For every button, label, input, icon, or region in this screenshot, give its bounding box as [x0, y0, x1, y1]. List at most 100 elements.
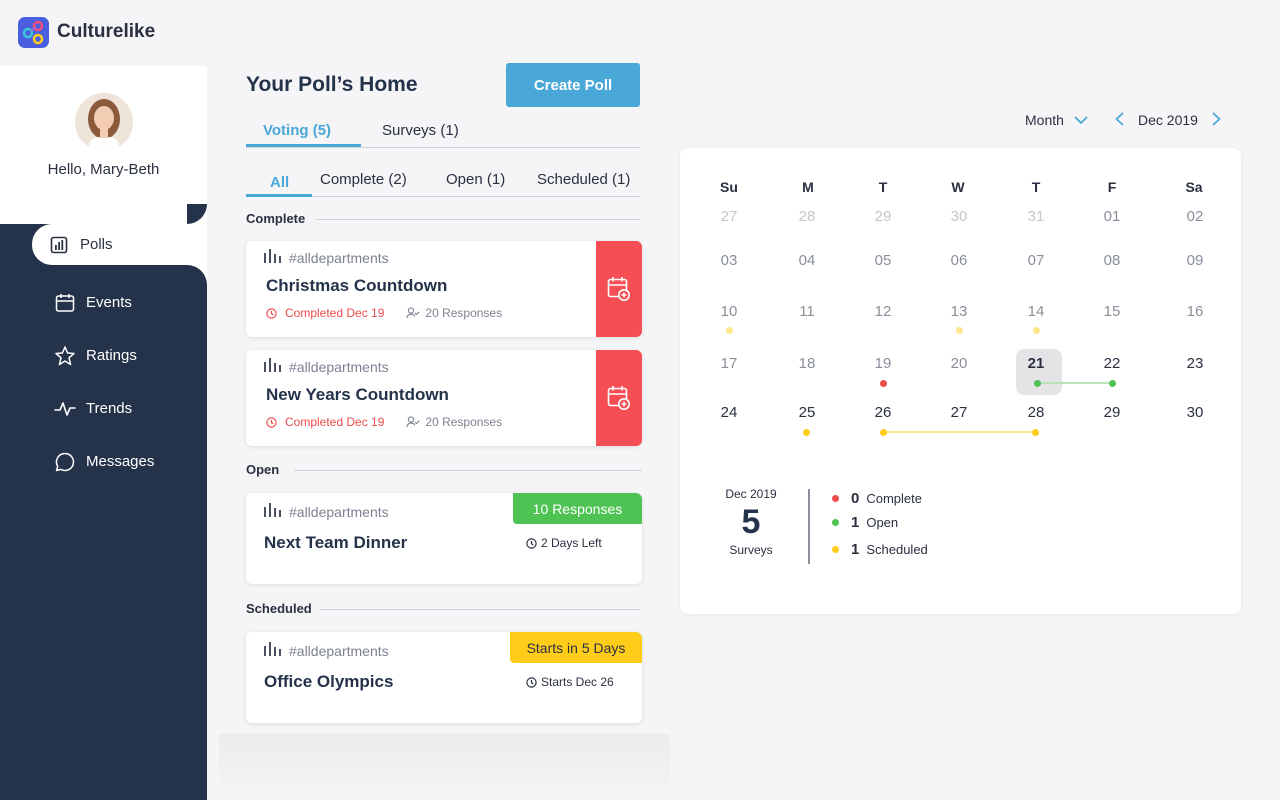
calendar-day[interactable]: 11	[799, 303, 815, 320]
weekday-header: T	[878, 179, 888, 195]
calendar-day[interactable]: 24	[720, 404, 738, 421]
filter-open[interactable]: Open (1)	[446, 171, 506, 188]
sidebar-item-events[interactable]: Events	[32, 282, 207, 323]
section-label-complete: Complete	[246, 211, 306, 226]
calendar-day[interactable]: 20	[950, 355, 968, 372]
user-check-icon	[406, 307, 420, 319]
filter-all[interactable]: All	[270, 174, 290, 191]
calendar-day[interactable]: 09	[1186, 252, 1204, 269]
profile-panel: Hello, Mary-Beth	[0, 66, 207, 224]
open-dot	[1109, 380, 1116, 387]
calendar-day[interactable]: 31	[1027, 208, 1045, 225]
sidebar-item-polls[interactable]: Polls	[32, 224, 207, 265]
clock-icon	[266, 307, 277, 319]
calendar-day[interactable]: 27	[720, 208, 738, 225]
calendar-day[interactable]: 30	[1186, 404, 1204, 421]
poll-title: Next Team Dinner	[264, 533, 408, 552]
calendar-day[interactable]: 30	[950, 208, 968, 225]
sidebar-item-messages[interactable]: Messages	[32, 441, 207, 482]
event-range-line	[1037, 382, 1112, 384]
calendar-day[interactable]: 12	[874, 303, 892, 320]
calendar-day[interactable]: 19	[874, 355, 892, 372]
response-count: 20 Responses	[406, 306, 502, 320]
calendar-day-today[interactable]: 21	[1027, 355, 1045, 372]
brand-name: Culturelike	[57, 21, 156, 42]
sidebar-item-label: Events	[86, 294, 132, 311]
calendar-day[interactable]: 01	[1103, 208, 1121, 225]
active-filter-indicator	[246, 194, 312, 197]
calendar-day[interactable]: 13	[950, 303, 968, 320]
calendar-day[interactable]: 29	[1103, 404, 1121, 421]
sidebar: Hello, Mary-Beth Polls Events Ratings Tr…	[0, 66, 207, 800]
section-divider	[294, 470, 642, 471]
scheduled-dot	[1032, 429, 1039, 436]
calendar-day[interactable]: 10	[720, 303, 738, 320]
chevron-right-icon	[1212, 112, 1221, 126]
chat-bubble-icon	[54, 451, 76, 473]
calendar-day[interactable]: 16	[1186, 303, 1204, 320]
calendar-day[interactable]: 29	[874, 208, 892, 225]
complete-dot	[880, 380, 887, 387]
reschedule-button[interactable]	[596, 241, 642, 337]
next-month-button[interactable]	[1212, 112, 1221, 126]
tab-surveys[interactable]: Surveys (1)	[382, 122, 459, 139]
sidebar-item-trends[interactable]: Trends	[32, 388, 207, 429]
chevron-down-icon	[1074, 116, 1088, 124]
view-select[interactable]: Month	[1025, 112, 1088, 128]
calendar-day[interactable]: 28	[798, 208, 816, 225]
create-poll-button[interactable]: Create Poll	[506, 63, 640, 107]
time-remaining: 2 Days Left	[526, 536, 602, 550]
calendar-day[interactable]: 14	[1027, 303, 1045, 320]
poll-title: Christmas Countdown	[266, 276, 448, 295]
star-icon	[54, 345, 76, 367]
calendar-day[interactable]: 04	[798, 252, 816, 269]
calendar-day[interactable]: 23	[1186, 355, 1204, 372]
weekday-header: M	[802, 179, 814, 195]
tab-voting[interactable]: Voting (5)	[263, 122, 332, 139]
calendar-day[interactable]: 03	[720, 252, 738, 269]
calendar-day[interactable]: 02	[1186, 208, 1204, 225]
calendar-day[interactable]: 08	[1103, 252, 1121, 269]
scheduled-dot	[832, 546, 839, 553]
completion-status: Completed Dec 19	[266, 306, 384, 320]
summary-unit: Surveys	[729, 543, 773, 557]
calendar-day[interactable]: 17	[720, 355, 738, 372]
poll-card-new-years-countdown[interactable]: #alldepartments New Years Countdown Comp…	[246, 350, 642, 446]
sidebar-item-label: Messages	[86, 453, 155, 470]
calendar-day[interactable]: 05	[874, 252, 892, 269]
calendar-day[interactable]: 22	[1103, 355, 1121, 372]
calendar-day[interactable]: 15	[1103, 303, 1121, 320]
page-title: Your Poll’s Home	[246, 73, 418, 96]
culturelike-logo-icon[interactable]	[18, 17, 49, 48]
legend-open: 1 Open	[832, 514, 898, 531]
legend-scheduled: 1 Scheduled	[832, 541, 928, 558]
complete-dot	[832, 495, 839, 502]
calendar-day[interactable]: 25	[798, 404, 816, 421]
channel-tag: #alldepartments	[264, 503, 389, 520]
sidebar-item-ratings[interactable]: Ratings	[32, 335, 207, 376]
today-highlight	[1016, 349, 1062, 395]
sidebar-item-label: Polls	[80, 236, 113, 253]
clock-icon	[526, 537, 537, 549]
weekday-header: Su	[720, 179, 738, 195]
calendar-day[interactable]: 07	[1027, 252, 1045, 269]
greeting: Hello, Mary-Beth	[47, 161, 160, 178]
reschedule-button[interactable]	[596, 350, 642, 446]
weekday-header: Sa	[1185, 179, 1203, 195]
poll-bars-icon	[264, 249, 281, 266]
nav-notch	[187, 204, 207, 224]
avatar[interactable]	[75, 93, 133, 151]
calendar-day[interactable]: 18	[798, 355, 816, 372]
channel-tag: #alldepartments	[264, 358, 389, 375]
calendar-day[interactable]: 28	[1027, 404, 1045, 421]
poll-card-christmas-countdown[interactable]: #alldepartments Christmas Countdown Comp…	[246, 241, 642, 337]
filter-complete[interactable]: Complete (2)	[320, 171, 407, 188]
prev-month-button[interactable]	[1115, 112, 1124, 126]
calendar-day[interactable]: 06	[950, 252, 968, 269]
calendar-icon	[54, 292, 76, 314]
calendar-day[interactable]: 27	[950, 404, 968, 421]
poll-card-next-team-dinner[interactable]: #alldepartments Next Team Dinner 10 Resp…	[246, 493, 642, 584]
filter-scheduled[interactable]: Scheduled (1)	[537, 171, 631, 188]
poll-card-office-olympics[interactable]: #alldepartments Office Olympics Starts i…	[246, 632, 642, 723]
calendar-day[interactable]: 26	[874, 404, 892, 421]
